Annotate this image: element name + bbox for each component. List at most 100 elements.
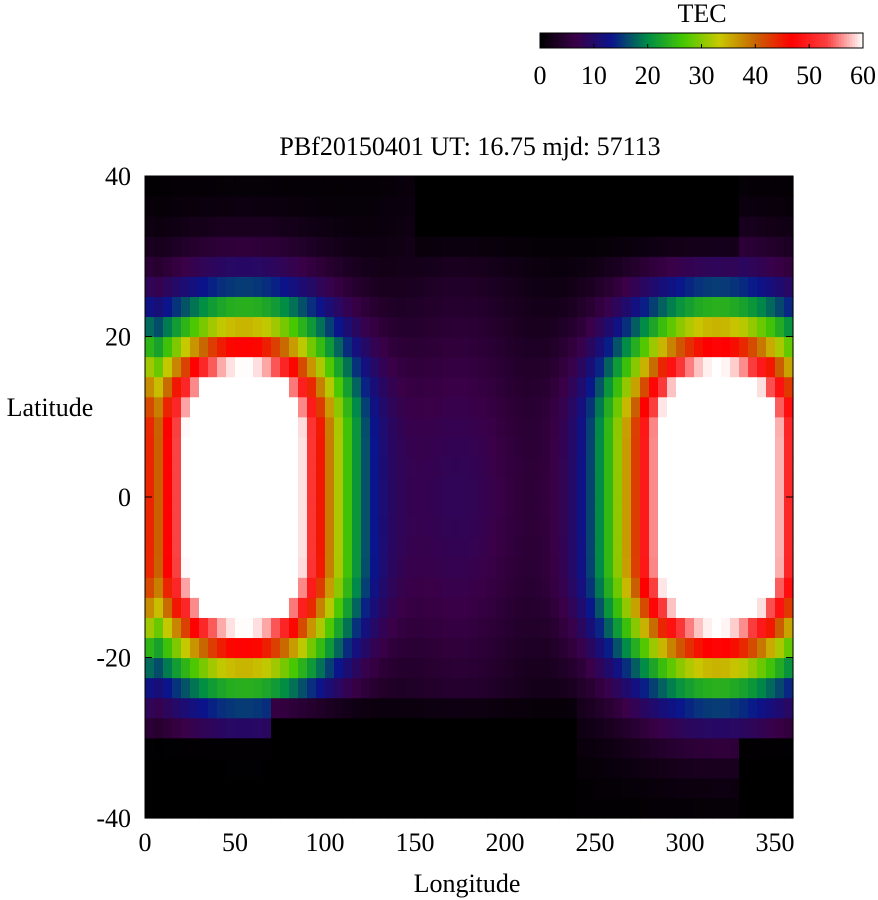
- heatmap-cell: [703, 697, 713, 719]
- heatmap-cell: [496, 336, 506, 358]
- heatmap-cell: [613, 276, 623, 297]
- heatmap-cell: [307, 637, 317, 659]
- heatmap-cell: [568, 396, 578, 418]
- colorbar-cell: [744, 33, 748, 48]
- heatmap-cell: [496, 777, 506, 799]
- heatmap-cell: [595, 256, 605, 277]
- heatmap-cell: [154, 597, 164, 618]
- heatmap-cell: [739, 356, 749, 378]
- heatmap-cell: [550, 216, 560, 237]
- heatmap-cell: [217, 637, 227, 659]
- heatmap-cell: [586, 416, 596, 438]
- heatmap-cell: [568, 717, 578, 739]
- heatmap-cell: [775, 276, 785, 297]
- heatmap-cell: [460, 797, 470, 819]
- heatmap-cell: [604, 657, 614, 679]
- heatmap-cell: [613, 637, 623, 659]
- heatmap-cell: [361, 577, 371, 598]
- heatmap-cell: [775, 436, 785, 458]
- heatmap-cell: [658, 236, 668, 257]
- heatmap-cell: [613, 256, 623, 277]
- heatmap-cell: [622, 396, 632, 418]
- heatmap-cell: [622, 276, 632, 297]
- heatmap-cell: [208, 657, 218, 679]
- heatmap-cell: [685, 737, 695, 759]
- heatmap-cell: [343, 657, 353, 679]
- heatmap-cell: [253, 316, 263, 338]
- heatmap-cell: [433, 797, 443, 819]
- heatmap-cell: [415, 396, 425, 418]
- heatmap-cell: [577, 196, 587, 217]
- heatmap-cell: [235, 757, 245, 779]
- heatmap-cell: [280, 356, 290, 378]
- heatmap-cell: [631, 416, 641, 438]
- heatmap-cell: [532, 376, 542, 398]
- heatmap-cell: [298, 577, 308, 598]
- heatmap-cell: [181, 497, 191, 518]
- heatmap-cell: [694, 617, 704, 639]
- heatmap-cell: [253, 797, 263, 819]
- heatmap-cell: [460, 757, 470, 779]
- heatmap-cell: [784, 617, 794, 639]
- heatmap-cell: [181, 697, 191, 719]
- heatmap-cell: [325, 236, 335, 257]
- heatmap-cell: [253, 537, 263, 558]
- colorbar-cell: [784, 33, 789, 48]
- heatmap-cell: [343, 697, 353, 719]
- heatmap-cell: [343, 236, 353, 257]
- heatmap-cell: [253, 416, 263, 438]
- heatmap-cell: [262, 376, 272, 398]
- y-tick-label: 20: [105, 323, 131, 352]
- heatmap-cell: [694, 216, 704, 237]
- x-tick-label: 100: [306, 828, 345, 857]
- heatmap-cell: [370, 577, 380, 598]
- colorbar-cell: [706, 33, 711, 48]
- heatmap-cell: [496, 677, 506, 699]
- heatmap-cell: [766, 537, 776, 558]
- heatmap-cell: [739, 637, 749, 659]
- heatmap-cell: [424, 356, 434, 378]
- heatmap-cell: [541, 396, 551, 418]
- heatmap-cell: [766, 416, 776, 438]
- heatmap-cell: [604, 757, 614, 779]
- heatmap-cell: [163, 236, 173, 257]
- heatmap-cell: [379, 436, 389, 458]
- heatmap-cell: [541, 697, 551, 719]
- heatmap-cell: [622, 617, 632, 639]
- heatmap-cell: [460, 436, 470, 458]
- heatmap-cell: [505, 717, 515, 739]
- colorbar-cell: [760, 33, 765, 48]
- heatmap-cell: [235, 517, 245, 538]
- heatmap-cell: [748, 396, 758, 418]
- heatmap-cell: [442, 276, 452, 297]
- heatmap-cell: [181, 356, 191, 378]
- heatmap-cell: [487, 777, 497, 799]
- heatmap-cell: [730, 416, 740, 438]
- heatmap-cell: [361, 316, 371, 338]
- heatmap-cell: [577, 797, 587, 819]
- heatmap-cell: [262, 436, 272, 458]
- heatmap-cell: [334, 697, 344, 719]
- heatmap-cell: [721, 737, 731, 759]
- heatmap-cell: [631, 276, 641, 297]
- heatmap-cell: [361, 737, 371, 759]
- heatmap-cell: [370, 637, 380, 659]
- heatmap-cell: [739, 456, 749, 478]
- heatmap-cell: [694, 797, 704, 819]
- heatmap-cell: [451, 296, 461, 318]
- heatmap-cell: [271, 517, 281, 538]
- heatmap-cell: [343, 196, 353, 217]
- heatmap-cell: [748, 196, 758, 217]
- heatmap-cell: [280, 777, 290, 799]
- heatmap-cell: [280, 637, 290, 659]
- heatmap-cell: [190, 797, 200, 819]
- heatmap-cell: [676, 757, 686, 779]
- heatmap-cell: [406, 757, 416, 779]
- heatmap-cell: [460, 196, 470, 217]
- heatmap-cell: [181, 196, 191, 217]
- heatmap-cell: [550, 617, 560, 639]
- heatmap-cell: [460, 416, 470, 438]
- heatmap-cell: [658, 497, 668, 518]
- heatmap-cell: [622, 196, 632, 217]
- heatmap-cell: [640, 657, 650, 679]
